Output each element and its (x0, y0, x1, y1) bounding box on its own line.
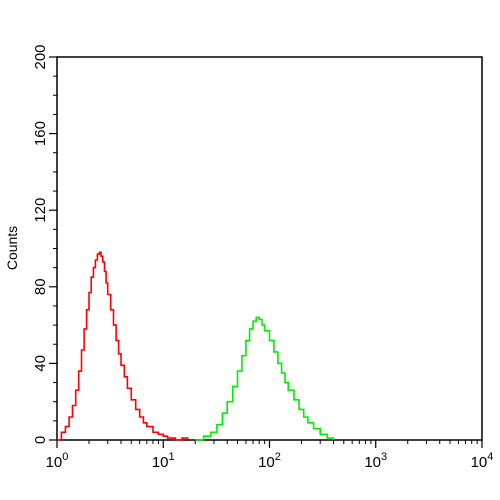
series-green-histogram (195, 316, 335, 441)
x-tick-label: 100 (46, 451, 69, 471)
x-axis-ticks: 100 101 102 103 104 (46, 440, 494, 471)
y-tick-label: 120 (32, 198, 49, 223)
x-tick-label: 103 (364, 451, 387, 471)
y-axis-title: Counts (4, 226, 20, 270)
y-axis-ticks: 0 40 80 120 160 200 (32, 44, 57, 444)
y-tick-label: 80 (32, 278, 49, 295)
x-tick-label: 104 (471, 451, 494, 471)
y-tick-label: 40 (32, 355, 49, 372)
series-red-histogram (57, 251, 189, 441)
x-tick-label: 101 (152, 451, 175, 471)
plot-frame (56, 56, 483, 441)
y-tick-label: 160 (32, 121, 49, 146)
y-tick-label: 200 (32, 44, 49, 69)
series-layer (57, 251, 335, 441)
x-tick-label: 102 (258, 451, 281, 471)
y-tick-label: 0 (32, 436, 49, 444)
